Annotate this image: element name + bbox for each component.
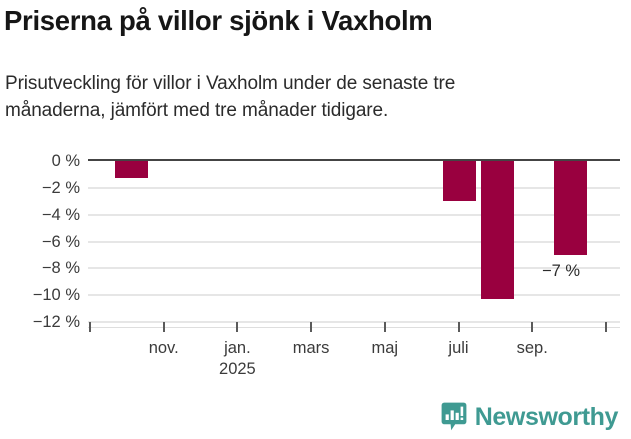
y-axis-tick-label: −10 % bbox=[32, 286, 80, 305]
y-axis-tick-label: −4 % bbox=[41, 205, 80, 224]
bar-chart-speech-bubble-icon bbox=[441, 402, 467, 432]
newsworthy-logo[interactable]: Newsworthy bbox=[441, 402, 618, 432]
bar bbox=[443, 161, 476, 202]
bar bbox=[115, 161, 148, 179]
x-axis-tick-label: sep. bbox=[516, 339, 548, 357]
y-axis-tick-label: 0 % bbox=[51, 152, 80, 170]
y-axis-tick-label: −2 % bbox=[41, 178, 80, 197]
y-axis-tick-label: −8 % bbox=[41, 259, 80, 278]
x-axis-tick-mark bbox=[162, 322, 165, 332]
x-axis-tick-mark bbox=[531, 322, 534, 332]
x-axis-tick-label: mars bbox=[292, 339, 330, 357]
bar bbox=[481, 161, 514, 300]
zero-baseline bbox=[88, 159, 620, 161]
gridline bbox=[88, 213, 620, 216]
x-axis-tick-mark bbox=[310, 322, 313, 332]
chart-subtitle-line-1: Prisutveckling för villor i Vaxholm unde… bbox=[5, 73, 456, 94]
x-axis-tick-mark bbox=[89, 322, 91, 332]
x-axis-tick-label: nov. bbox=[148, 339, 179, 357]
gridline bbox=[88, 294, 620, 297]
x-axis-tick-label: jan. 2025 bbox=[219, 339, 256, 378]
gridline bbox=[88, 267, 620, 270]
x-axis-tick-mark bbox=[604, 322, 607, 332]
x-axis-tick-label: maj bbox=[371, 339, 399, 357]
x-axis-tick-label: juli bbox=[448, 339, 469, 357]
x-axis-tick-mark bbox=[457, 322, 460, 332]
x-axis-line bbox=[88, 327, 620, 328]
gridline bbox=[88, 321, 620, 323]
chart-footer: Newsworthy bbox=[0, 398, 631, 439]
page-title: Priserna på villor sjönk i Vaxholm bbox=[4, 5, 433, 36]
gridline bbox=[88, 186, 620, 189]
y-axis: 0 % −2 % −4 % −6 % −8 % −10 % −12 % bbox=[0, 153, 80, 331]
gridline bbox=[88, 240, 620, 243]
chart-subtitle-line-2: månaderna, jämfört med tre månader tidig… bbox=[5, 100, 389, 121]
bar-value-label: −7 % bbox=[542, 261, 581, 280]
y-axis-tick-label: −12 % bbox=[32, 313, 80, 331]
x-axis-tick-mark bbox=[383, 322, 386, 332]
x-axis-year-label: 2025 bbox=[219, 360, 256, 378]
plot-area: −7 % bbox=[88, 159, 620, 323]
x-axis-tick-mark bbox=[236, 322, 239, 332]
chart-subtitle: Prisutveckling för villor i Vaxholm unde… bbox=[5, 70, 605, 124]
bar bbox=[554, 161, 587, 255]
y-axis-tick-label: −6 % bbox=[41, 232, 80, 251]
newsworthy-wordmark: Newsworthy bbox=[474, 403, 619, 431]
